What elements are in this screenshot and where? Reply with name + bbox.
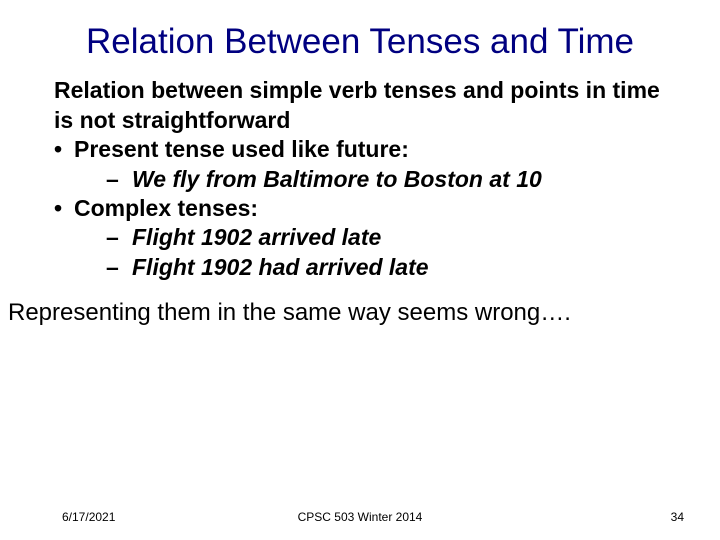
- bullet-complex-tenses: Complex tenses:: [72, 194, 680, 223]
- slide-body: Relation between simple verb tenses and …: [0, 62, 720, 282]
- callout-text: Representing them in the same way seems …: [0, 282, 720, 328]
- example-baltimore-boston: We fly from Baltimore to Boston at 10: [102, 165, 680, 194]
- slide-container: Relation Between Tenses and Time Relatio…: [0, 0, 720, 540]
- example-arrived-late: Flight 1902 arrived late: [102, 223, 680, 252]
- footer-page-number: 34: [671, 510, 684, 524]
- example-had-arrived-late: Flight 1902 had arrived late: [102, 253, 680, 282]
- slide-title: Relation Between Tenses and Time: [0, 0, 720, 62]
- footer-course: CPSC 503 Winter 2014: [0, 510, 720, 524]
- bullet-present-tense: Present tense used like future:: [72, 135, 680, 164]
- lead-text: Relation between simple verb tenses and …: [54, 76, 680, 135]
